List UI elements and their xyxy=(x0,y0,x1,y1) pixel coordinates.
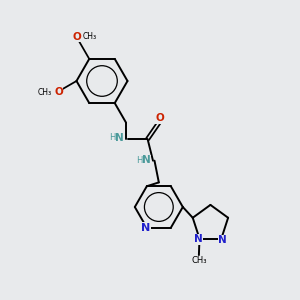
Text: O: O xyxy=(54,87,63,97)
Text: CH₃: CH₃ xyxy=(38,88,52,97)
Text: O: O xyxy=(155,113,164,123)
Text: N: N xyxy=(194,234,202,244)
Text: N: N xyxy=(141,223,151,233)
Text: CH₃: CH₃ xyxy=(82,32,97,41)
Text: N: N xyxy=(218,235,227,245)
Text: H: H xyxy=(136,156,142,165)
Text: O: O xyxy=(72,32,81,42)
Text: N: N xyxy=(115,133,124,142)
Text: CH₃: CH₃ xyxy=(191,256,207,265)
Text: N: N xyxy=(142,155,151,165)
Text: H: H xyxy=(109,133,115,142)
